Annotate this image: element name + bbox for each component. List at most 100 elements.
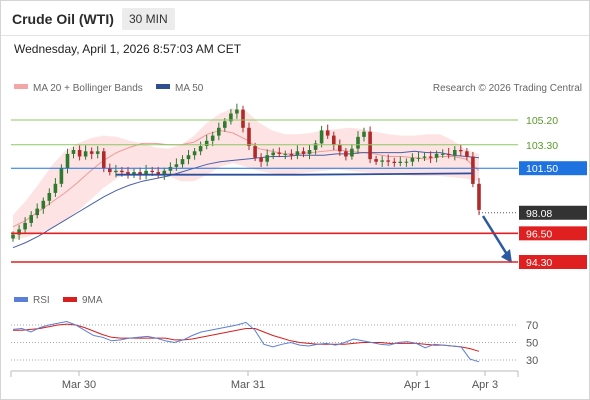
instrument-title: Crude Oil (WTI): [12, 11, 114, 27]
candle-body: [132, 172, 136, 175]
candle-body: [422, 156, 427, 158]
ma50-legend-label: MA 50: [175, 83, 204, 94]
candle-body: [95, 151, 100, 154]
candle-body: [416, 157, 421, 159]
candle-body: [83, 151, 88, 157]
header-divider: [1, 35, 589, 36]
price-plot-area: [11, 103, 512, 263]
candle-body: [410, 157, 415, 162]
candle-body: [350, 148, 354, 157]
candle-body: [241, 109, 245, 128]
support-trendline: [116, 172, 474, 176]
candle-body: [471, 156, 475, 184]
resistance-label: 103.30: [526, 140, 558, 152]
candle-body: [338, 144, 342, 152]
rsi-ma-legend-label: 9MA: [82, 295, 103, 306]
candle-body: [108, 168, 112, 173]
candle-body: [271, 152, 275, 156]
resistance-label: 105.20: [526, 115, 558, 127]
candle-body: [204, 140, 209, 146]
candle-body: [434, 153, 439, 158]
candle-body: [162, 170, 167, 175]
candle-body: [247, 127, 251, 146]
x-tick-label: Mar 31: [231, 379, 265, 391]
candle-body: [77, 150, 82, 157]
rsi-legend-swatch: [14, 297, 28, 302]
bollinger-legend-label: MA 20 + Bollinger Bands: [33, 83, 143, 94]
candle-body: [325, 130, 330, 136]
candle-body: [192, 151, 197, 156]
candle-body: [229, 113, 233, 122]
ma20-line: [12, 129, 480, 228]
last-label: 98.08: [526, 208, 552, 220]
support-label-bg: [519, 226, 587, 241]
candle-body: [356, 136, 360, 149]
ma50-line: [12, 150, 480, 249]
candle-body: [374, 159, 378, 162]
support-label: 96.50: [526, 228, 552, 240]
candle-body: [210, 135, 215, 141]
candle-body: [29, 215, 33, 223]
report-datetime: Wednesday, April 1, 2026 8:57:03 AM CET: [14, 42, 242, 56]
candle-body: [23, 222, 27, 230]
chart-header: Crude Oil (WTI) 30 MIN: [1, 1, 589, 35]
bollinger-legend-swatch: [14, 84, 28, 89]
candle-body: [362, 131, 366, 137]
rsi-tick-label: 50: [526, 338, 538, 350]
candle-body: [138, 172, 142, 175]
rsi-line: [12, 320, 480, 363]
rsi-ma-legend-swatch: [63, 297, 77, 302]
candle-body: [440, 153, 445, 155]
candle-body: [126, 172, 130, 175]
candle-body: [465, 151, 469, 157]
rsi-ma-line: [13, 323, 480, 352]
candle-body: [295, 151, 300, 156]
candle-body: [150, 170, 154, 173]
candle-body: [17, 229, 21, 235]
candle-body: [459, 150, 463, 152]
candle-body: [180, 159, 185, 165]
support-label-bg: [519, 255, 587, 269]
x-tick-label: Mar 30: [62, 379, 96, 391]
rsi-tick-label: 30: [526, 355, 538, 367]
candle-body: [265, 155, 269, 162]
copyright-text: Research © 2026 Trading Central: [433, 83, 582, 94]
candle-body: [307, 150, 312, 154]
candle-body: [446, 153, 451, 156]
candle-body: [301, 151, 306, 154]
pivot-label: 101.50: [526, 163, 558, 175]
forecast-arrow-shaft: [481, 215, 510, 257]
candle-body: [65, 153, 70, 169]
bollinger-band-fill: [13, 108, 479, 240]
last-label-bg: [519, 205, 587, 220]
candle-body: [71, 150, 76, 154]
rsi-tick-label: 70: [526, 320, 538, 332]
candle-body: [59, 168, 64, 184]
candle-body: [89, 151, 94, 154]
ma50-legend-swatch: [156, 84, 170, 89]
timeframe-badge[interactable]: 30 MIN: [122, 8, 175, 30]
candle-body: [198, 146, 203, 152]
candle-body: [253, 146, 257, 158]
candle-body: [404, 161, 409, 163]
candle-body: [217, 127, 221, 136]
x-tick-label: Apr 3: [472, 379, 498, 391]
candle-body: [114, 170, 118, 173]
candle-body: [289, 153, 294, 156]
candle-body: [259, 157, 263, 162]
rsi-panel: 70 50 30: [11, 320, 538, 367]
x-axis: Mar 30 Mar 31 Apr 1 Apr 3: [62, 371, 498, 391]
candle-body: [174, 164, 179, 167]
candle-body: [453, 150, 457, 156]
candle-body: [283, 153, 288, 155]
candle-body: [344, 151, 348, 157]
candle-body: [120, 170, 124, 173]
candle-body: [102, 151, 106, 169]
candle-body: [41, 200, 46, 209]
candle-body: [428, 156, 433, 158]
x-tick-label: Apr 1: [404, 379, 430, 391]
candle-body: [35, 208, 39, 216]
rsi-legend-label: RSI: [33, 295, 50, 306]
